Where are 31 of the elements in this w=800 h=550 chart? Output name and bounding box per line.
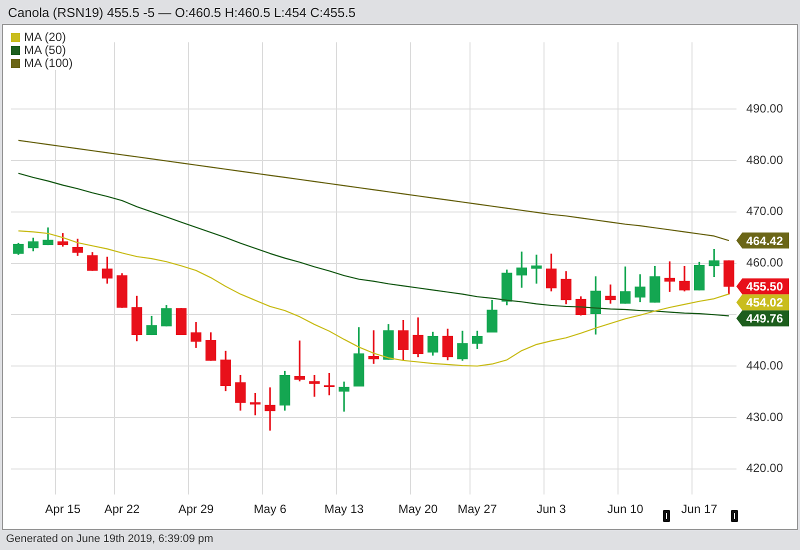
y-tick-label: 460.00 (746, 256, 784, 270)
y-tick-label: 420.00 (746, 461, 784, 476)
legend-label: MA (20) (24, 30, 66, 44)
y-tick-label: 430.00 (746, 410, 784, 424)
x-tick-label: May 27 (458, 502, 498, 516)
x-tick-label: Jun 10 (607, 502, 644, 516)
y-tick-label: 480.00 (746, 152, 784, 167)
legend-label: MA (50) (24, 43, 66, 57)
data-label: 464.42 (746, 234, 784, 248)
candlestick (309, 375, 320, 397)
x-tick-label: Apr 22 (104, 502, 140, 516)
y-tick-label: 470.00 (746, 204, 784, 218)
chart-title: Canola (RSN19) 455.5 -5 — O:460.5 H:460.5 L:454 C:455.5 (7, 4, 357, 22)
candlestick (264, 387, 276, 431)
text: 455.50 (746, 280, 783, 294)
text: Generated on June 19th 2019, 6:39:09 pm (6, 533, 214, 545)
candlestick (338, 382, 350, 412)
y-tick-label: 440.00 (746, 358, 784, 372)
data-label: 454.02 (746, 296, 784, 310)
x-tick-label: May 6 (254, 502, 287, 516)
data-label: 449.76 (746, 312, 784, 326)
x-tick-label: Jun 3 (536, 502, 566, 516)
legend-label: MA (100) (24, 56, 73, 70)
candlestick (531, 254, 542, 284)
x-tick-label: May 13 (324, 502, 364, 516)
x-tick-label: Apr 29 (178, 502, 214, 516)
x-tick-label: May 20 (398, 502, 438, 516)
x-tick-label: Jun 17 (681, 502, 718, 516)
candlestick (605, 284, 616, 304)
x-tick-label: Apr 15 (45, 502, 81, 516)
y-tick-label: 490.00 (746, 101, 784, 116)
